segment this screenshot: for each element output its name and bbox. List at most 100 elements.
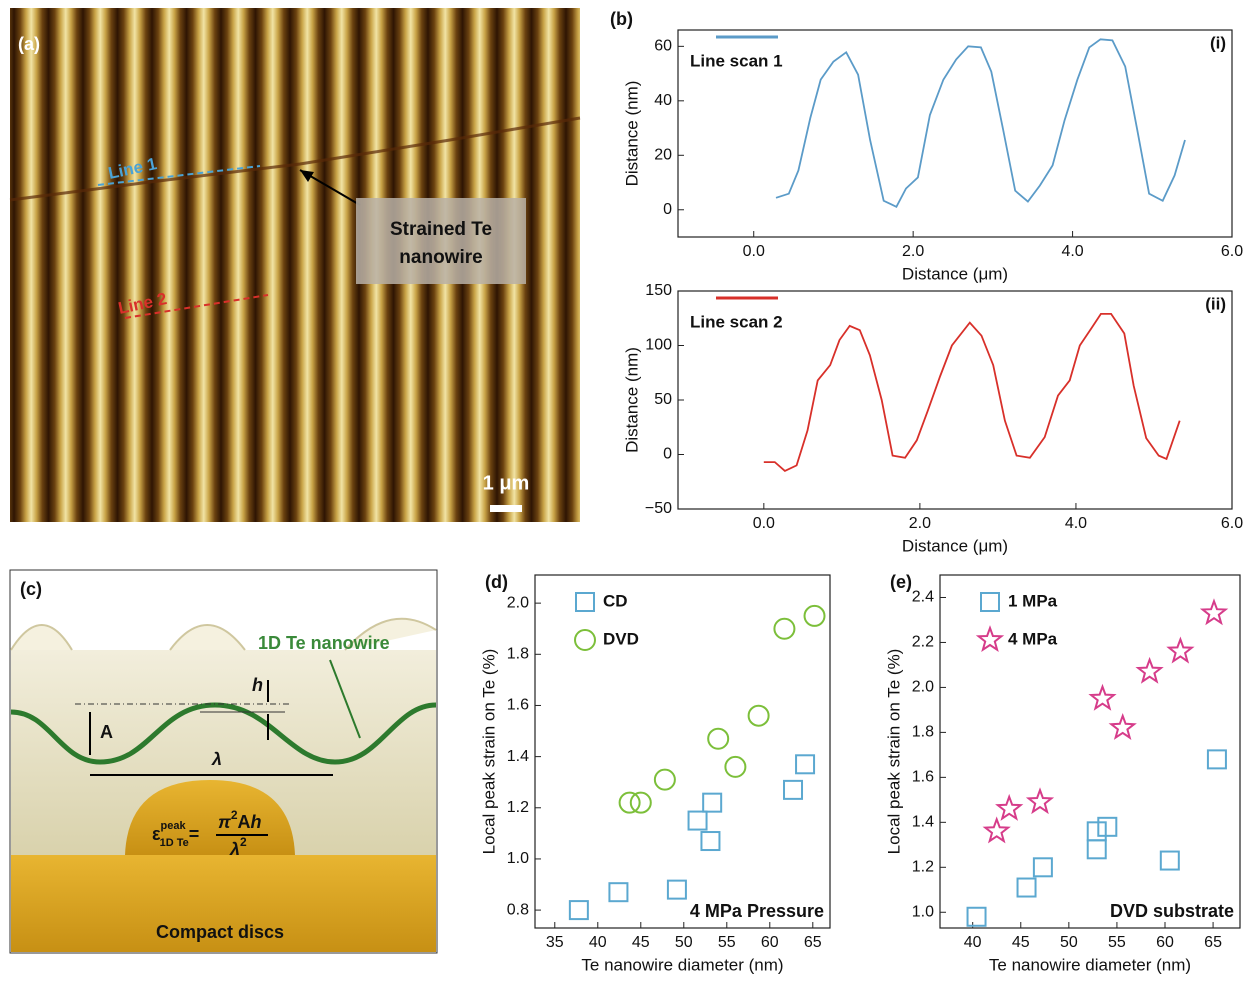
point [803,604,826,627]
legend-label: 4 MPa [1008,629,1058,648]
amplitude-label: A [100,722,113,742]
point [1159,850,1180,871]
point [687,810,708,831]
panel-label: (e) [890,572,912,592]
afm-image: (a) Line 1 Line 2 Strained Te nanowire 1… [9,8,581,522]
point [618,791,641,814]
formula-numerator: π2Ah [218,808,262,832]
panel-label: (a) [18,34,40,54]
panel-label: (c) [20,579,42,599]
legend-label: Line scan 2 [690,312,783,331]
point [773,617,796,640]
point [795,754,816,775]
point [1097,816,1118,837]
y-tick-label: 1.4 [912,814,934,831]
point [1166,636,1195,664]
x-axis-label: Te nanowire diameter (nm) [581,955,783,974]
formula-part: 2 [240,835,247,849]
line [775,38,1186,208]
plot-frame [677,29,1233,238]
y-axis-label: Local peak strain on Te (%) [884,649,903,855]
y-tick-label: 0.8 [507,901,529,918]
y-tick-label: 2.2 [912,634,934,651]
y-tick-label: 2.0 [507,594,529,611]
point [1086,821,1107,842]
x-axis-label: Te nanowire diameter (nm) [989,955,1191,974]
x-tick-label: 65 [804,934,822,951]
x-tick-label: 45 [1012,934,1030,951]
point [747,704,770,727]
point [995,793,1024,821]
formula-part: peak [161,820,187,832]
y-tick-label: 50 [654,391,672,408]
legend-label: DVD [603,629,639,648]
legend-swatch [975,625,1005,653]
y-tick-label: 1.8 [912,724,934,741]
y-tick-label: 20 [654,147,672,164]
y-tick-label: 40 [654,92,672,109]
x-tick-label: 50 [675,934,693,951]
legend-swatch [980,592,1000,612]
point [724,755,747,778]
x-tick-label: 0.0 [753,515,775,532]
y-axis-label: Distance (nm) [622,81,641,187]
point [1016,877,1037,898]
x-tick-label: 40 [589,934,607,951]
legend-label: 1 MPa [1008,591,1058,610]
substrate-label: Compact discs [156,922,284,942]
x-tick-label: 4.0 [1065,515,1087,532]
x-tick-label: 6.0 [1221,515,1243,532]
point [700,831,721,852]
y-tick-label: 60 [654,38,672,55]
x-axis-label: Distance (μm) [902,536,1008,555]
y-tick-label: −50 [645,500,672,517]
x-tick-label: 45 [632,934,650,951]
legend-label: CD [603,591,628,610]
panel-sublabel: (ii) [1205,294,1226,313]
point [653,768,676,791]
y-axis-label: Local peak strain on Te (%) [479,649,498,855]
y-tick-label: 1.4 [507,748,529,765]
y-tick-label: 1.6 [912,769,934,786]
chart: 0.0 2.0 4.0 6.0 −50 0 50 100 150 Distance (μm) Dis… [622,282,1243,555]
x-axis-label: Distance (μm) [902,264,1008,283]
callout-text: nanowire [399,247,482,268]
formula: εpeak 1D Te= [152,820,199,849]
line [763,313,1181,472]
x-tick-label: 55 [718,934,736,951]
panel-label: (d) [485,572,508,592]
x-tick-label: 55 [1108,934,1126,951]
y-tick-label: 2.0 [912,679,934,696]
y-tick-label: 100 [645,337,672,354]
y-tick-label: 2.4 [912,589,934,606]
point [1206,749,1227,770]
annotation: DVD substrate [1110,901,1234,921]
point [783,779,804,800]
x-tick-label: 60 [761,934,779,951]
point [1108,712,1137,740]
point [608,882,629,903]
y-tick-label: 1.6 [507,697,529,714]
chart: 35 40 45 50 55 60 65 0.8 1.0 1.2 1.4 1.6 1.8 2.0 Te na… [479,572,831,974]
point [629,791,652,814]
point [1135,656,1164,684]
x-tick-label: 2.0 [902,243,924,260]
formula-part: λ [229,839,240,859]
chart: 0.0 2.0 4.0 6.0 0 20 40 60 Distance (μm) Distance… [610,9,1243,284]
x-tick-label: 2.0 [909,515,931,532]
chart: 40 45 50 55 60 65 1.0 1.2 1.4 1.6 1.8 2.0 2.2 2.4 Te n… [884,572,1241,974]
legend-label: Line scan 1 [690,51,783,70]
panel-label: (b) [610,9,633,29]
formula-part: 1D Te [160,837,189,849]
y-tick-label: 0 [663,201,672,218]
point [1199,598,1229,626]
y-tick-label: 1.0 [912,903,934,920]
y-tick-label: 1.8 [507,646,529,663]
nanowire-label: 1D Te nanowire [258,633,390,653]
formula-part: π [218,812,231,832]
y-axis-label: Distance (nm) [622,347,641,453]
x-tick-label: 40 [964,934,982,951]
plot-frame [939,574,1241,929]
formula-part: A [238,812,251,832]
